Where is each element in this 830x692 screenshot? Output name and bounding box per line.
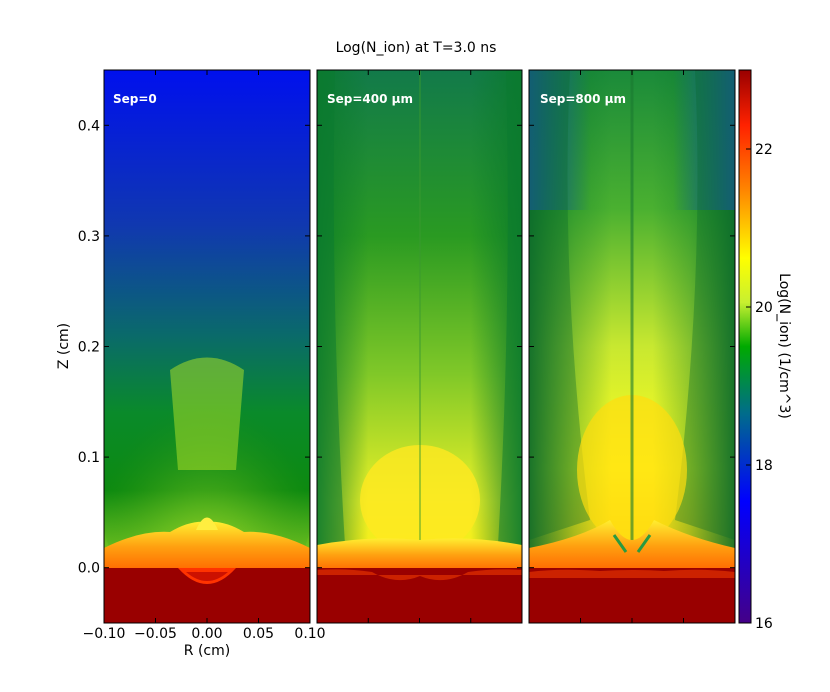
panel-2-surface (317, 569, 522, 581)
y-axis-label: Z (cm) (56, 323, 72, 369)
panel-3-band (529, 520, 735, 572)
chart-title: Log(N_ion) at T=3.0 ns (336, 40, 497, 56)
y-tick-label: 0.2 (78, 340, 100, 356)
panel-1-plume-tip (196, 517, 218, 530)
y-tick-label: 0.4 (78, 118, 100, 134)
panel-3-left-wing (529, 70, 590, 540)
panel-sep-800 (529, 70, 735, 623)
panel-2-right-wing (498, 70, 522, 548)
x-tick-label: −0.10 (83, 626, 126, 642)
panel-1-cone (170, 357, 244, 470)
colorbar (738, 69, 752, 624)
panel-2-target (317, 568, 522, 623)
x-tick-label: −0.05 (134, 626, 177, 642)
colorbar-label: Log(N_ion) (1/cm^3) (776, 273, 792, 419)
panel-sep-400 (317, 70, 522, 623)
panel-3-surface (529, 569, 735, 578)
y-tick-label: 0.0 (78, 561, 100, 577)
y-tick-label: 0.3 (78, 229, 100, 245)
colorbar-tick-label: 22 (755, 142, 773, 158)
panel-1-label: Sep=0 (113, 92, 157, 106)
panel-1-band (104, 521, 310, 572)
panel-2-left-wing (317, 70, 345, 548)
panel-3-label: Sep=800 μm (540, 92, 626, 106)
y-axis: 0.0 0.1 0.2 0.3 0.4 (78, 118, 735, 577)
panel-3-shock (612, 534, 652, 553)
colorbar-tick-label: 18 (755, 458, 773, 474)
colorbar-tick-label: 20 (755, 300, 773, 316)
panel-2-label: Sep=400 μm (327, 92, 413, 106)
y-tick-label: 0.1 (78, 450, 100, 466)
panel-3-right-wing (675, 70, 735, 540)
x-axis: −0.10 −0.05 0.00 0.05 0.10 (83, 70, 736, 642)
x-tick-label: 0.00 (191, 626, 222, 642)
colorbar-tick-label: 16 (755, 616, 773, 632)
panel-2-band (317, 538, 522, 572)
x-tick-label: 0.10 (294, 626, 325, 642)
panel-sep-0 (104, 70, 310, 623)
x-tick-label: 0.05 (243, 626, 274, 642)
panel-2-core (360, 445, 480, 555)
colorbar-ticks: 16 18 20 22 (746, 142, 773, 632)
x-axis-label: R (cm) (184, 643, 230, 659)
